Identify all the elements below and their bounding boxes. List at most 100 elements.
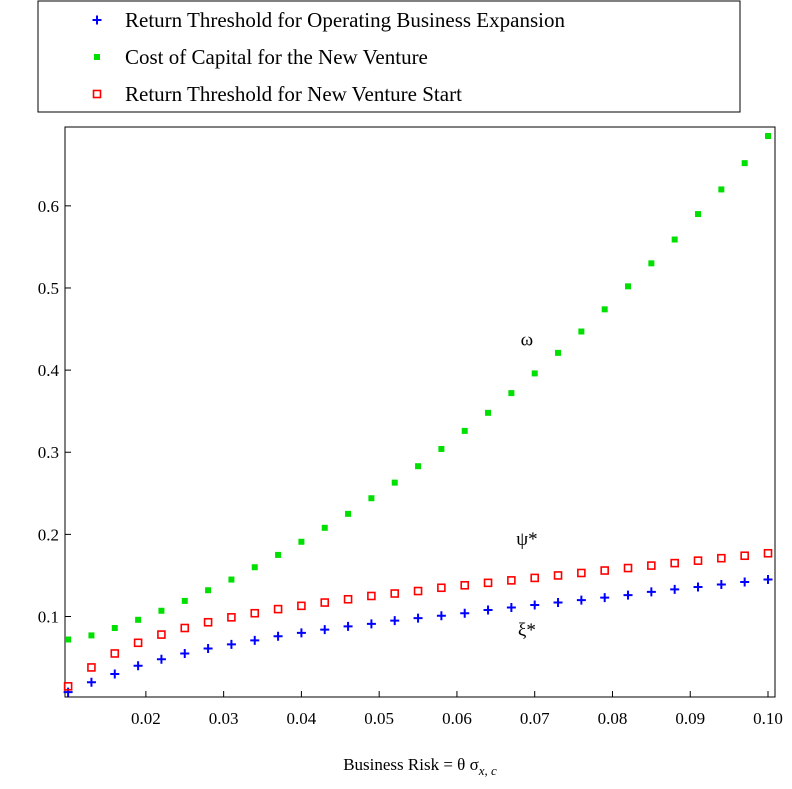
data-point (530, 600, 540, 610)
data-point (625, 283, 632, 290)
data-point (716, 579, 726, 589)
data-point (110, 649, 120, 658)
data-point (763, 548, 773, 558)
data-point (390, 589, 400, 598)
x-tick-label: 0.09 (675, 709, 705, 728)
data-point (763, 575, 773, 585)
data-point (86, 677, 96, 687)
data-point (437, 583, 446, 593)
data-point (577, 568, 586, 578)
legend-label: Return Threshold for New Venture Start (125, 82, 462, 106)
data-point (366, 619, 376, 629)
x-tick-label: 0.02 (131, 709, 161, 728)
data-point (531, 370, 538, 377)
data-point (670, 558, 679, 568)
data-point (693, 582, 703, 592)
data-point (203, 617, 213, 627)
x-tick-label: 0.06 (442, 709, 472, 728)
y-tick-label: 0.1 (38, 608, 59, 627)
data-point (646, 587, 656, 597)
data-point (507, 576, 516, 585)
data-point (367, 591, 376, 601)
data-point (717, 553, 726, 563)
legend-marker (92, 89, 102, 99)
data-point (135, 616, 142, 623)
data-point (88, 632, 95, 639)
y-tick-label: 0.6 (38, 197, 59, 216)
legend-marker (94, 54, 100, 60)
data-point (297, 601, 306, 611)
data-point (320, 598, 330, 607)
y-tick-label: 0.4 (38, 361, 60, 380)
data-point (413, 586, 423, 596)
data-point (671, 236, 678, 243)
annotation: ξ* (518, 620, 536, 641)
plot-frame (64, 126, 776, 698)
data-point (110, 669, 120, 679)
data-point (670, 584, 680, 594)
x-axis-label-main: Business Risk = θ σ (343, 755, 479, 774)
data-point (461, 427, 468, 434)
data-point (343, 594, 353, 604)
data-point (65, 636, 72, 643)
data-point (87, 663, 96, 672)
data-point (600, 593, 610, 603)
data-point (275, 551, 282, 558)
data-point (740, 577, 750, 587)
data-point (693, 556, 703, 565)
x-axis-label: Business Risk = θ σx, c (343, 755, 497, 778)
data-point (647, 561, 656, 570)
data-point (460, 608, 470, 618)
data-point (296, 628, 306, 638)
data-point (227, 613, 236, 622)
data-point (460, 580, 470, 590)
data-point (623, 590, 633, 600)
y-tick-label: 0.5 (38, 279, 59, 298)
data-point (133, 661, 143, 671)
x-axis-label-sub: x, c (478, 763, 497, 778)
data-point (226, 639, 236, 649)
x-tick-label: 0.05 (364, 709, 394, 728)
data-point (320, 625, 330, 635)
data-point (343, 621, 353, 631)
data-point (438, 445, 445, 452)
data-point (205, 587, 212, 594)
data-point (250, 608, 260, 618)
data-point (157, 630, 166, 639)
legend-label: Cost of Capital for the New Venture (125, 45, 428, 69)
y-tick-label: 0.3 (38, 443, 59, 462)
data-point (251, 564, 258, 571)
data-point (623, 563, 633, 573)
data-point (600, 566, 609, 575)
data-point (740, 551, 749, 561)
data-point (368, 495, 375, 502)
data-point (181, 597, 188, 604)
legend-box (37, 0, 741, 113)
data-point (765, 133, 772, 140)
y-tick-label: 0.2 (38, 525, 59, 544)
data-point (506, 602, 516, 612)
data-point (63, 682, 73, 691)
data-point (298, 538, 305, 545)
data-point (156, 654, 166, 664)
x-tick-label: 0.08 (598, 709, 628, 728)
legend-label: Return Threshold for Operating Business … (125, 8, 565, 32)
annotation: ω (521, 329, 534, 350)
data-point (485, 409, 492, 416)
data-point (250, 635, 260, 645)
data-point (578, 328, 585, 335)
x-tick-label: 0.03 (209, 709, 239, 728)
data-point (741, 160, 748, 167)
data-point (695, 211, 702, 218)
data-point (391, 479, 398, 486)
data-point (203, 644, 213, 654)
data-point (601, 306, 608, 313)
data-point (273, 631, 283, 641)
data-point (483, 605, 493, 615)
x-tick-label: 0.10 (753, 709, 783, 728)
data-point (508, 390, 515, 397)
data-point (273, 604, 283, 614)
data-point (158, 607, 165, 614)
data-point (133, 638, 143, 648)
